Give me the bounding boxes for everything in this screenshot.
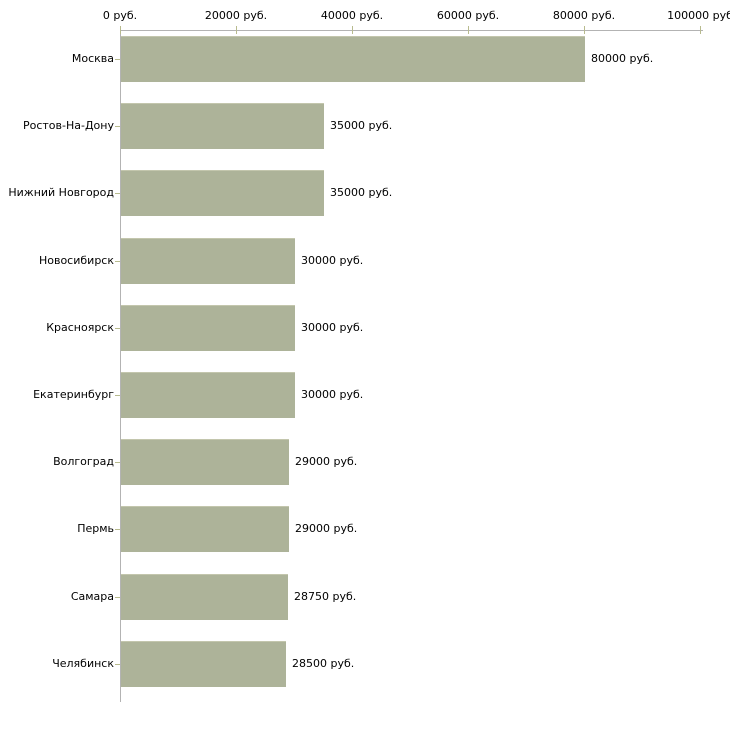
x-tick-mark (468, 26, 469, 34)
bar (121, 506, 289, 552)
category-label: Волгоград (53, 455, 114, 468)
y-tick-mark (115, 462, 120, 463)
x-axis-tick-label: 40000 руб. (320, 9, 384, 22)
x-axis-tick-label: 80000 руб. (552, 9, 616, 22)
x-axis-line (120, 30, 703, 31)
category-label: Челябинск (52, 657, 114, 670)
x-tick-mark (236, 26, 237, 34)
y-tick-mark (115, 193, 120, 194)
x-axis-tick-label: 60000 руб. (436, 9, 500, 22)
category-label: Красноярск (46, 321, 114, 334)
category-label: Новосибирск (38, 254, 114, 267)
category-label: Самара (70, 590, 114, 603)
bar (121, 238, 295, 284)
x-tick-mark (120, 26, 121, 34)
bar (121, 305, 295, 351)
value-label: 30000 руб. (301, 254, 364, 267)
value-label: 30000 руб. (301, 321, 364, 334)
bar (121, 574, 288, 620)
bar (121, 170, 324, 216)
x-tick-mark (352, 26, 353, 34)
x-tick-mark (700, 26, 701, 34)
x-axis-tick-label: 0 руб. (102, 9, 138, 22)
value-label: 29000 руб. (295, 522, 358, 535)
x-axis-tick-label: 20000 руб. (204, 9, 268, 22)
bar (121, 36, 585, 82)
y-axis-line (120, 30, 121, 702)
bar (121, 641, 286, 687)
value-label: 29000 руб. (295, 455, 358, 468)
y-tick-mark (115, 261, 120, 262)
category-label: Пермь (77, 522, 114, 535)
value-label: 28500 руб. (292, 657, 355, 670)
y-tick-mark (115, 328, 120, 329)
x-axis-tick-label: 100000 руб (667, 9, 730, 22)
bar (121, 103, 324, 149)
value-label: 35000 руб. (330, 186, 393, 199)
y-tick-mark (115, 597, 120, 598)
y-tick-mark (115, 126, 120, 127)
y-tick-mark (115, 529, 120, 530)
y-tick-mark (115, 664, 120, 665)
category-label: Москва (71, 52, 114, 65)
y-tick-mark (115, 395, 120, 396)
value-label: 35000 руб. (330, 119, 393, 132)
bar (121, 439, 289, 485)
x-tick-mark (584, 26, 585, 34)
bar (121, 372, 295, 418)
category-label: Ростов-На-Дону (22, 119, 114, 132)
category-label: Нижний Новгород (8, 186, 114, 199)
y-tick-mark (115, 59, 120, 60)
value-label: 28750 руб. (294, 590, 357, 603)
category-label: Екатеринбург (33, 388, 114, 401)
value-label: 80000 руб. (591, 52, 654, 65)
value-label: 30000 руб. (301, 388, 364, 401)
